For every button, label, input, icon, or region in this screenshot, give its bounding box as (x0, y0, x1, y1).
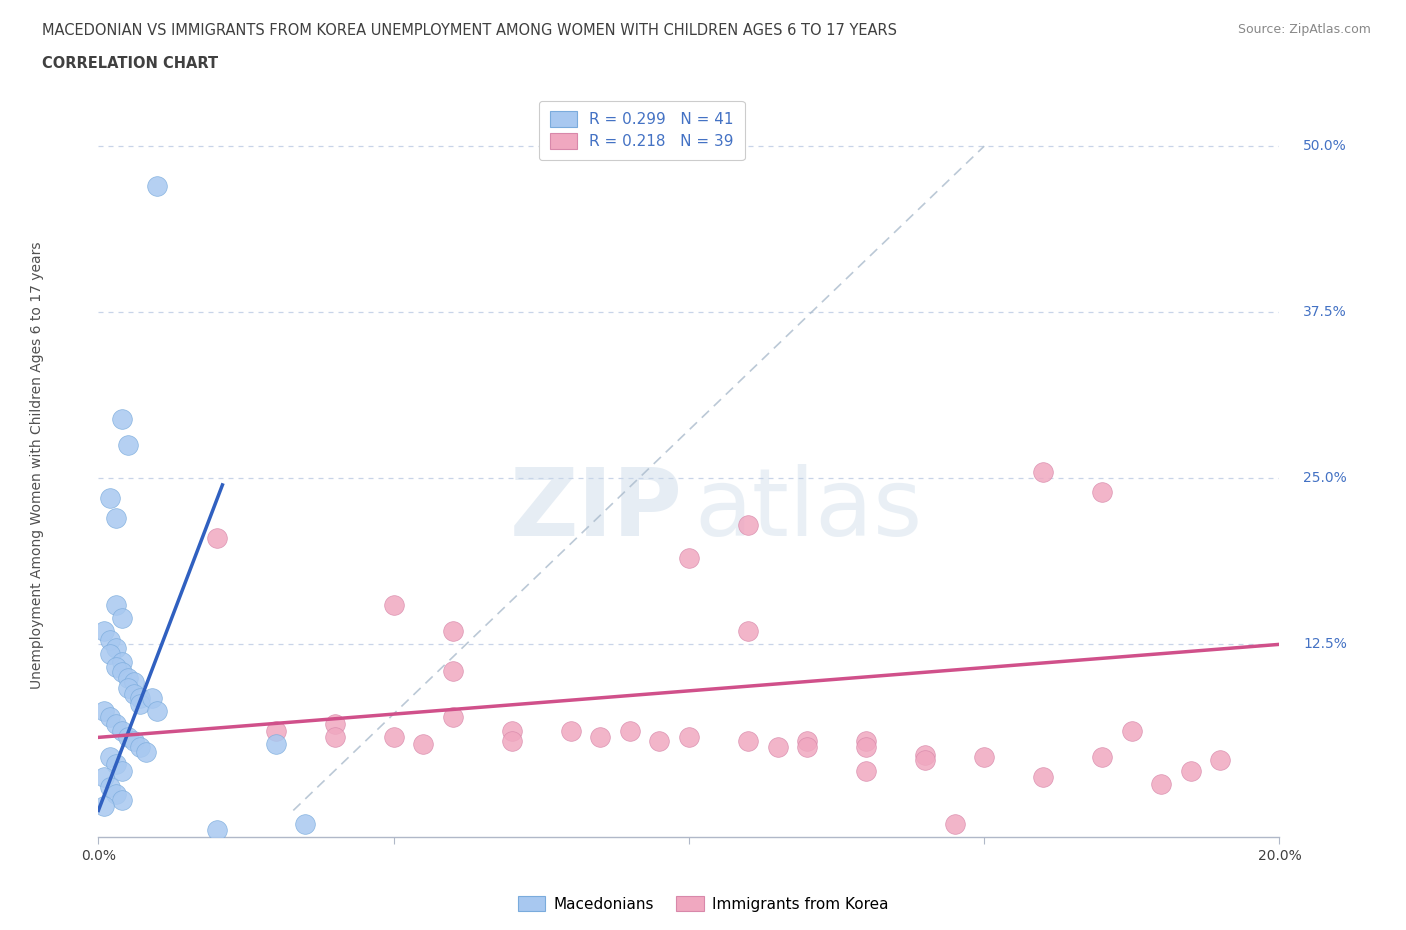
Point (128, 697, 150, 711)
Point (678, 730, 700, 745)
Point (648, 734, 671, 749)
Point (93, 624, 115, 639)
Text: 37.5%: 37.5% (1303, 305, 1347, 319)
Point (111, 764, 134, 778)
Point (796, 739, 818, 754)
Point (441, 663, 464, 678)
Point (93, 770, 115, 785)
Point (117, 671, 139, 685)
Point (943, 817, 966, 831)
Point (205, 823, 228, 838)
Point (93, 703, 115, 718)
Point (93, 799, 115, 814)
Point (105, 756, 128, 771)
Point (678, 551, 700, 565)
Point (441, 710, 464, 724)
Point (589, 730, 612, 745)
Point (1121, 724, 1143, 738)
Text: CORRELATION CHART: CORRELATION CHART (42, 56, 218, 71)
Point (98, 710, 121, 724)
Point (1091, 485, 1114, 499)
Point (98, 646, 121, 661)
Point (105, 717, 128, 732)
Point (111, 665, 134, 680)
Point (501, 724, 523, 738)
Point (737, 517, 759, 532)
Point (1150, 777, 1173, 791)
Text: ZIP: ZIP (510, 464, 683, 555)
Point (128, 690, 150, 705)
Point (382, 730, 405, 745)
Point (105, 641, 128, 656)
Point (98, 633, 121, 648)
Text: 12.5%: 12.5% (1303, 637, 1347, 651)
Point (323, 717, 346, 732)
Point (205, 531, 228, 546)
Point (501, 734, 523, 749)
Point (122, 674, 145, 689)
Point (1032, 464, 1054, 479)
Point (111, 411, 134, 426)
Point (105, 597, 128, 612)
Point (264, 737, 287, 751)
Point (412, 737, 434, 751)
Point (141, 690, 163, 705)
Point (796, 734, 818, 749)
Point (117, 730, 139, 745)
Point (323, 730, 346, 745)
Point (737, 734, 759, 749)
Text: MACEDONIAN VS IMMIGRANTS FROM KOREA UNEMPLOYMENT AMONG WOMEN WITH CHILDREN AGES : MACEDONIAN VS IMMIGRANTS FROM KOREA UNEM… (42, 23, 897, 38)
Point (117, 681, 139, 696)
Point (122, 686, 145, 701)
Point (619, 724, 641, 738)
Point (111, 724, 134, 738)
Point (737, 624, 759, 639)
Point (128, 739, 150, 754)
Point (914, 747, 936, 762)
Point (264, 724, 287, 738)
Text: 50.0%: 50.0% (1303, 140, 1347, 153)
Point (146, 703, 169, 718)
Point (105, 787, 128, 802)
Point (914, 752, 936, 767)
Point (146, 179, 169, 193)
Text: Source: ZipAtlas.com: Source: ZipAtlas.com (1237, 23, 1371, 36)
Legend: R = 0.299   N = 41, R = 0.218   N = 39: R = 0.299 N = 41, R = 0.218 N = 39 (538, 100, 745, 160)
Point (1091, 750, 1114, 764)
Point (766, 739, 789, 754)
Point (1209, 752, 1232, 767)
Point (560, 724, 582, 738)
Point (294, 817, 316, 831)
Point (855, 734, 877, 749)
Point (111, 654, 134, 669)
Point (1032, 770, 1054, 785)
Text: Unemployment Among Women with Children Ages 6 to 17 years: Unemployment Among Women with Children A… (30, 241, 44, 689)
Point (98, 491, 121, 506)
Point (135, 745, 157, 760)
Point (973, 750, 995, 764)
Point (382, 597, 405, 612)
Point (105, 511, 128, 525)
Point (855, 764, 877, 778)
Legend: Macedonians, Immigrants from Korea: Macedonians, Immigrants from Korea (512, 889, 894, 918)
Point (855, 739, 877, 754)
Point (1180, 764, 1202, 778)
Point (105, 659, 128, 674)
Point (98, 750, 121, 764)
Point (111, 792, 134, 807)
Point (117, 438, 139, 453)
Text: 25.0%: 25.0% (1303, 472, 1347, 485)
Point (441, 624, 464, 639)
Point (111, 610, 134, 625)
Point (98, 779, 121, 794)
Text: atlas: atlas (695, 464, 924, 555)
Point (122, 734, 145, 749)
